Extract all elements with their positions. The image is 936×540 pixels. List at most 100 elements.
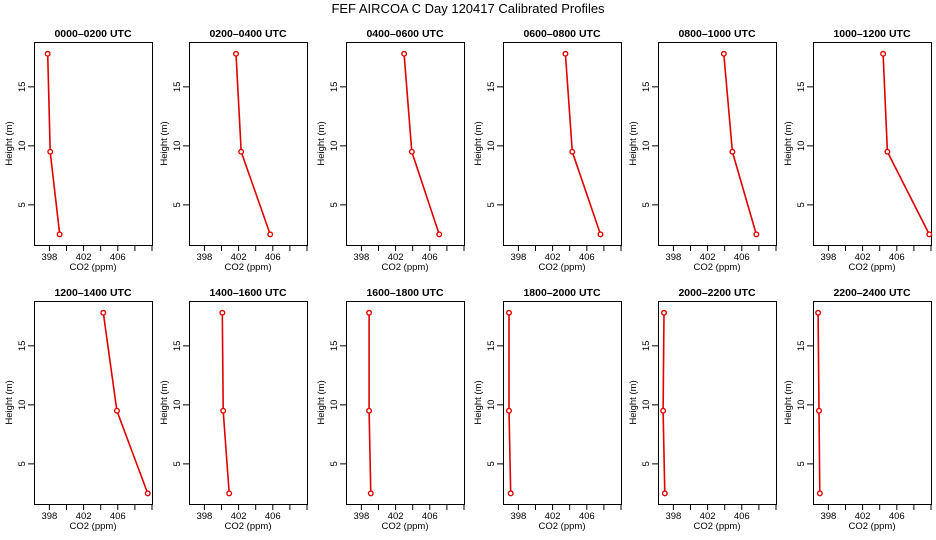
x-axis-label: CO2 (ppm): [382, 262, 429, 273]
figure-title: FEF AIRCOA C Day 120417 Calibrated Profi…: [331, 1, 605, 16]
data-point: [815, 309, 822, 316]
x-tick-label: 406: [734, 511, 750, 522]
profile-line: [368, 312, 372, 494]
data-point: [505, 309, 512, 316]
x-tick-label: 406: [889, 511, 905, 522]
x-tick-label: 398: [820, 252, 836, 263]
y-tick-label: 15: [796, 341, 807, 352]
y-tick-label: 10: [641, 400, 652, 411]
x-tick-label: 402: [545, 511, 561, 522]
y-tick-label: 10: [486, 400, 497, 411]
y-axis-label: Height (m): [628, 121, 639, 165]
x-tick-label: 398: [665, 511, 681, 522]
y-axis-label: Height (m): [4, 380, 15, 424]
plot-frame: [658, 301, 777, 505]
x-tick-label: 398: [41, 511, 57, 522]
data-point: [267, 231, 274, 238]
x-axis-label: CO2 (ppm): [539, 521, 586, 532]
x-axis-label: CO2 (ppm): [382, 521, 429, 532]
y-tick-label: 10: [172, 141, 183, 152]
x-tick-label: 406: [734, 252, 750, 263]
y-tick-label: 5: [172, 461, 183, 466]
profile-line: [403, 53, 440, 235]
data-point: [233, 50, 240, 57]
x-tick-label: 406: [422, 511, 438, 522]
data-point: [816, 490, 823, 497]
panel-title: 2000–2200 UTC: [678, 287, 755, 299]
plot-frame: [189, 301, 308, 505]
y-axis-label: Height (m): [4, 121, 15, 165]
x-tick-label: 398: [353, 511, 369, 522]
y-tick-label: 15: [486, 82, 497, 93]
x-tick-label: 398: [41, 252, 57, 263]
y-tick-label: 5: [796, 461, 807, 466]
data-point: [815, 407, 822, 414]
profile-line: [46, 53, 61, 235]
y-tick-label: 15: [796, 82, 807, 93]
data-point: [220, 407, 227, 414]
y-axis-label: Height (m): [316, 121, 327, 165]
x-axis-label: CO2 (ppm): [225, 521, 272, 532]
profile-line: [662, 312, 666, 494]
x-axis-label: CO2 (ppm): [70, 262, 117, 273]
data-point: [47, 148, 54, 155]
y-tick-label: 10: [641, 141, 652, 152]
y-axis-label: Height (m): [628, 380, 639, 424]
x-tick-label: 406: [265, 252, 281, 263]
panel-title: 0000–0200 UTC: [54, 28, 131, 40]
panel-title: 0800–1000 UTC: [678, 28, 755, 40]
y-axis-label: Height (m): [159, 380, 170, 424]
y-tick-label: 5: [641, 461, 652, 466]
plot-frame: [813, 42, 932, 246]
y-tick-label: 5: [329, 202, 340, 207]
x-tick-label: 402: [700, 252, 716, 263]
y-axis-label: Height (m): [316, 380, 327, 424]
x-tick-label: 406: [579, 252, 595, 263]
y-tick-label: 15: [17, 82, 28, 93]
plot-frame: [189, 42, 308, 246]
plot-frame: [346, 301, 465, 505]
x-tick-label: 402: [855, 252, 871, 263]
x-tick-label: 402: [231, 511, 247, 522]
x-tick-label: 406: [265, 511, 281, 522]
data-point: [660, 309, 667, 316]
x-tick-label: 398: [353, 252, 369, 263]
panel-title: 1000–1200 UTC: [833, 28, 910, 40]
x-axis-label: CO2 (ppm): [539, 262, 586, 273]
plot-frame: [346, 42, 465, 246]
data-point: [661, 490, 668, 497]
y-tick-label: 10: [17, 141, 28, 152]
x-tick-label: 398: [510, 511, 526, 522]
panel-title: 1200–1400 UTC: [54, 287, 131, 299]
x-tick-label: 406: [889, 252, 905, 263]
y-tick-label: 5: [17, 461, 28, 466]
data-point: [436, 231, 443, 238]
y-axis-label: Height (m): [783, 121, 794, 165]
y-tick-label: 15: [486, 341, 497, 352]
x-axis-label: CO2 (ppm): [849, 521, 896, 532]
y-tick-label: 10: [329, 400, 340, 411]
x-tick-label: 398: [820, 511, 836, 522]
data-point: [56, 231, 63, 238]
x-tick-label: 402: [388, 252, 404, 263]
data-point: [660, 407, 667, 414]
panel-title: 0600–0800 UTC: [523, 28, 600, 40]
data-point: [366, 309, 373, 316]
y-tick-label: 5: [486, 202, 497, 207]
data-point: [753, 231, 760, 238]
x-tick-label: 398: [196, 511, 212, 522]
panel-title: 1400–1600 UTC: [209, 287, 286, 299]
profile-line: [817, 312, 821, 494]
x-tick-label: 398: [196, 252, 212, 263]
y-tick-label: 15: [641, 341, 652, 352]
y-tick-label: 15: [17, 341, 28, 352]
y-axis-label: Height (m): [159, 121, 170, 165]
x-tick-label: 402: [855, 511, 871, 522]
